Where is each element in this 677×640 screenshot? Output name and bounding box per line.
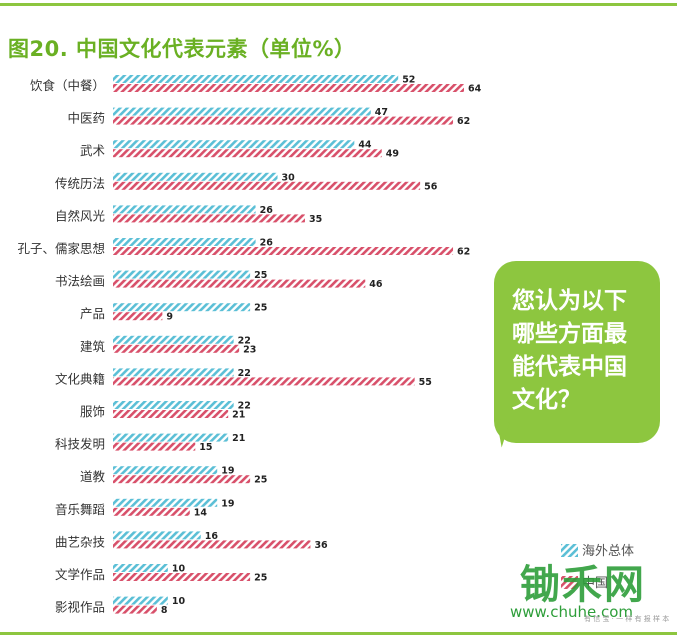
value-label-overseas: 22 (238, 368, 251, 379)
watermark-url: www.chuhe.com (510, 603, 633, 621)
category-label: 文化典籍 (55, 371, 105, 386)
category-label: 建筑 (80, 339, 106, 354)
value-label-china: 35 (309, 214, 322, 225)
value-label-overseas: 22 (238, 401, 251, 412)
bar-overseas (113, 303, 251, 312)
value-label-china: 62 (457, 247, 470, 258)
bar-overseas (113, 433, 229, 442)
bar-overseas (113, 107, 371, 116)
category-label: 书法绘画 (55, 274, 105, 289)
value-label-overseas: 22 (238, 335, 251, 346)
bar-overseas (113, 75, 399, 83)
value-label-china: 55 (419, 377, 432, 388)
value-label-china: 21 (232, 410, 245, 421)
legend-swatch-china (561, 576, 578, 589)
value-label-china: 56 (424, 181, 438, 192)
legend-label-overseas: 海外总体 (582, 544, 634, 559)
bar-china (113, 377, 415, 386)
value-label-china: 15 (199, 442, 212, 453)
category-label: 中医药 (67, 111, 105, 126)
bar-china (113, 540, 311, 549)
bar-china (113, 573, 251, 581)
category-label: 传统历法 (55, 176, 105, 191)
chart-title: 图20. 中国文化代表元素（单位%） (8, 37, 356, 61)
value-label-china: 9 (166, 312, 173, 323)
value-label-overseas: 16 (205, 531, 219, 542)
category-label: 产品 (80, 306, 105, 321)
category-label: 科技发明 (55, 437, 105, 452)
value-label-china: 62 (457, 116, 470, 127)
bar-overseas (113, 140, 355, 149)
value-label-china: 14 (194, 507, 208, 518)
top-rule (0, 3, 677, 6)
bar-overseas (113, 531, 201, 540)
category-label: 道教 (80, 469, 106, 484)
value-label-overseas: 25 (254, 270, 267, 281)
bar-china (113, 507, 190, 516)
bar-china (113, 84, 464, 92)
callout-text: 您认为以下 哪些方面最 能代表中国 文化？ (512, 288, 627, 413)
value-label-overseas: 30 (282, 172, 296, 183)
value-label-overseas: 26 (260, 205, 274, 216)
bar-overseas (113, 596, 168, 605)
bar-overseas (113, 172, 278, 181)
category-label: 自然风光 (55, 208, 105, 223)
bar-china (113, 344, 240, 353)
value-label-china: 23 (243, 344, 256, 355)
bar-china (113, 214, 305, 223)
bar-china (113, 442, 196, 451)
bar-china (113, 181, 421, 190)
watermark-brand: 锄禾网 (520, 562, 646, 608)
category-label: 服饰 (80, 404, 105, 419)
bar-overseas (113, 564, 168, 572)
legend-label-china: 中国 (582, 576, 608, 591)
bar-china (113, 475, 251, 484)
value-label-overseas: 47 (375, 107, 388, 118)
value-label-china: 25 (254, 573, 267, 584)
value-label-overseas: 25 (254, 303, 267, 314)
value-label-overseas: 26 (260, 238, 274, 249)
bar-china (113, 279, 366, 288)
bar-overseas (113, 368, 234, 377)
bar-china (113, 410, 229, 418)
category-label: 音乐舞蹈 (55, 502, 105, 517)
category-label: 饮食（中餐） (30, 78, 105, 93)
bar-china (113, 149, 382, 158)
bar-china (113, 605, 157, 614)
value-label-overseas: 19 (221, 466, 234, 477)
category-label: 文学作品 (55, 567, 105, 582)
value-label-overseas: 21 (232, 433, 245, 444)
category-label: 孔子、儒家思想 (17, 241, 105, 256)
bar-overseas (113, 270, 251, 279)
bar-overseas (113, 335, 234, 344)
category-label: 曲艺杂技 (55, 534, 106, 549)
bar-overseas (113, 205, 256, 214)
value-label-overseas: 10 (172, 596, 186, 607)
bar-overseas (113, 238, 256, 246)
value-label-overseas: 19 (221, 498, 234, 509)
bottom-rule (0, 632, 677, 635)
value-label-china: 49 (386, 149, 399, 160)
bar-overseas (113, 498, 218, 507)
value-label-china: 64 (468, 84, 482, 95)
bar-china (113, 312, 163, 321)
value-label-overseas: 10 (172, 564, 186, 575)
bar-china (113, 116, 454, 125)
category-label: 武术 (80, 143, 106, 158)
value-label-china: 8 (161, 605, 168, 616)
value-label-overseas: 52 (402, 75, 415, 86)
question-callout: 您认为以下 哪些方面最 能代表中国 文化？ (494, 261, 660, 443)
category-label: 影视作品 (55, 600, 105, 615)
bar-overseas (113, 401, 234, 409)
value-label-overseas: 44 (358, 140, 372, 151)
value-label-china: 46 (369, 279, 383, 290)
bar-overseas (113, 466, 218, 475)
bar-china (113, 247, 454, 255)
watermark-note: 有 信 宝 · 一 样 有 报 样 本 (584, 615, 670, 623)
value-label-china: 36 (314, 540, 328, 551)
value-label-china: 25 (254, 475, 267, 486)
legend-swatch-overseas (561, 544, 578, 557)
